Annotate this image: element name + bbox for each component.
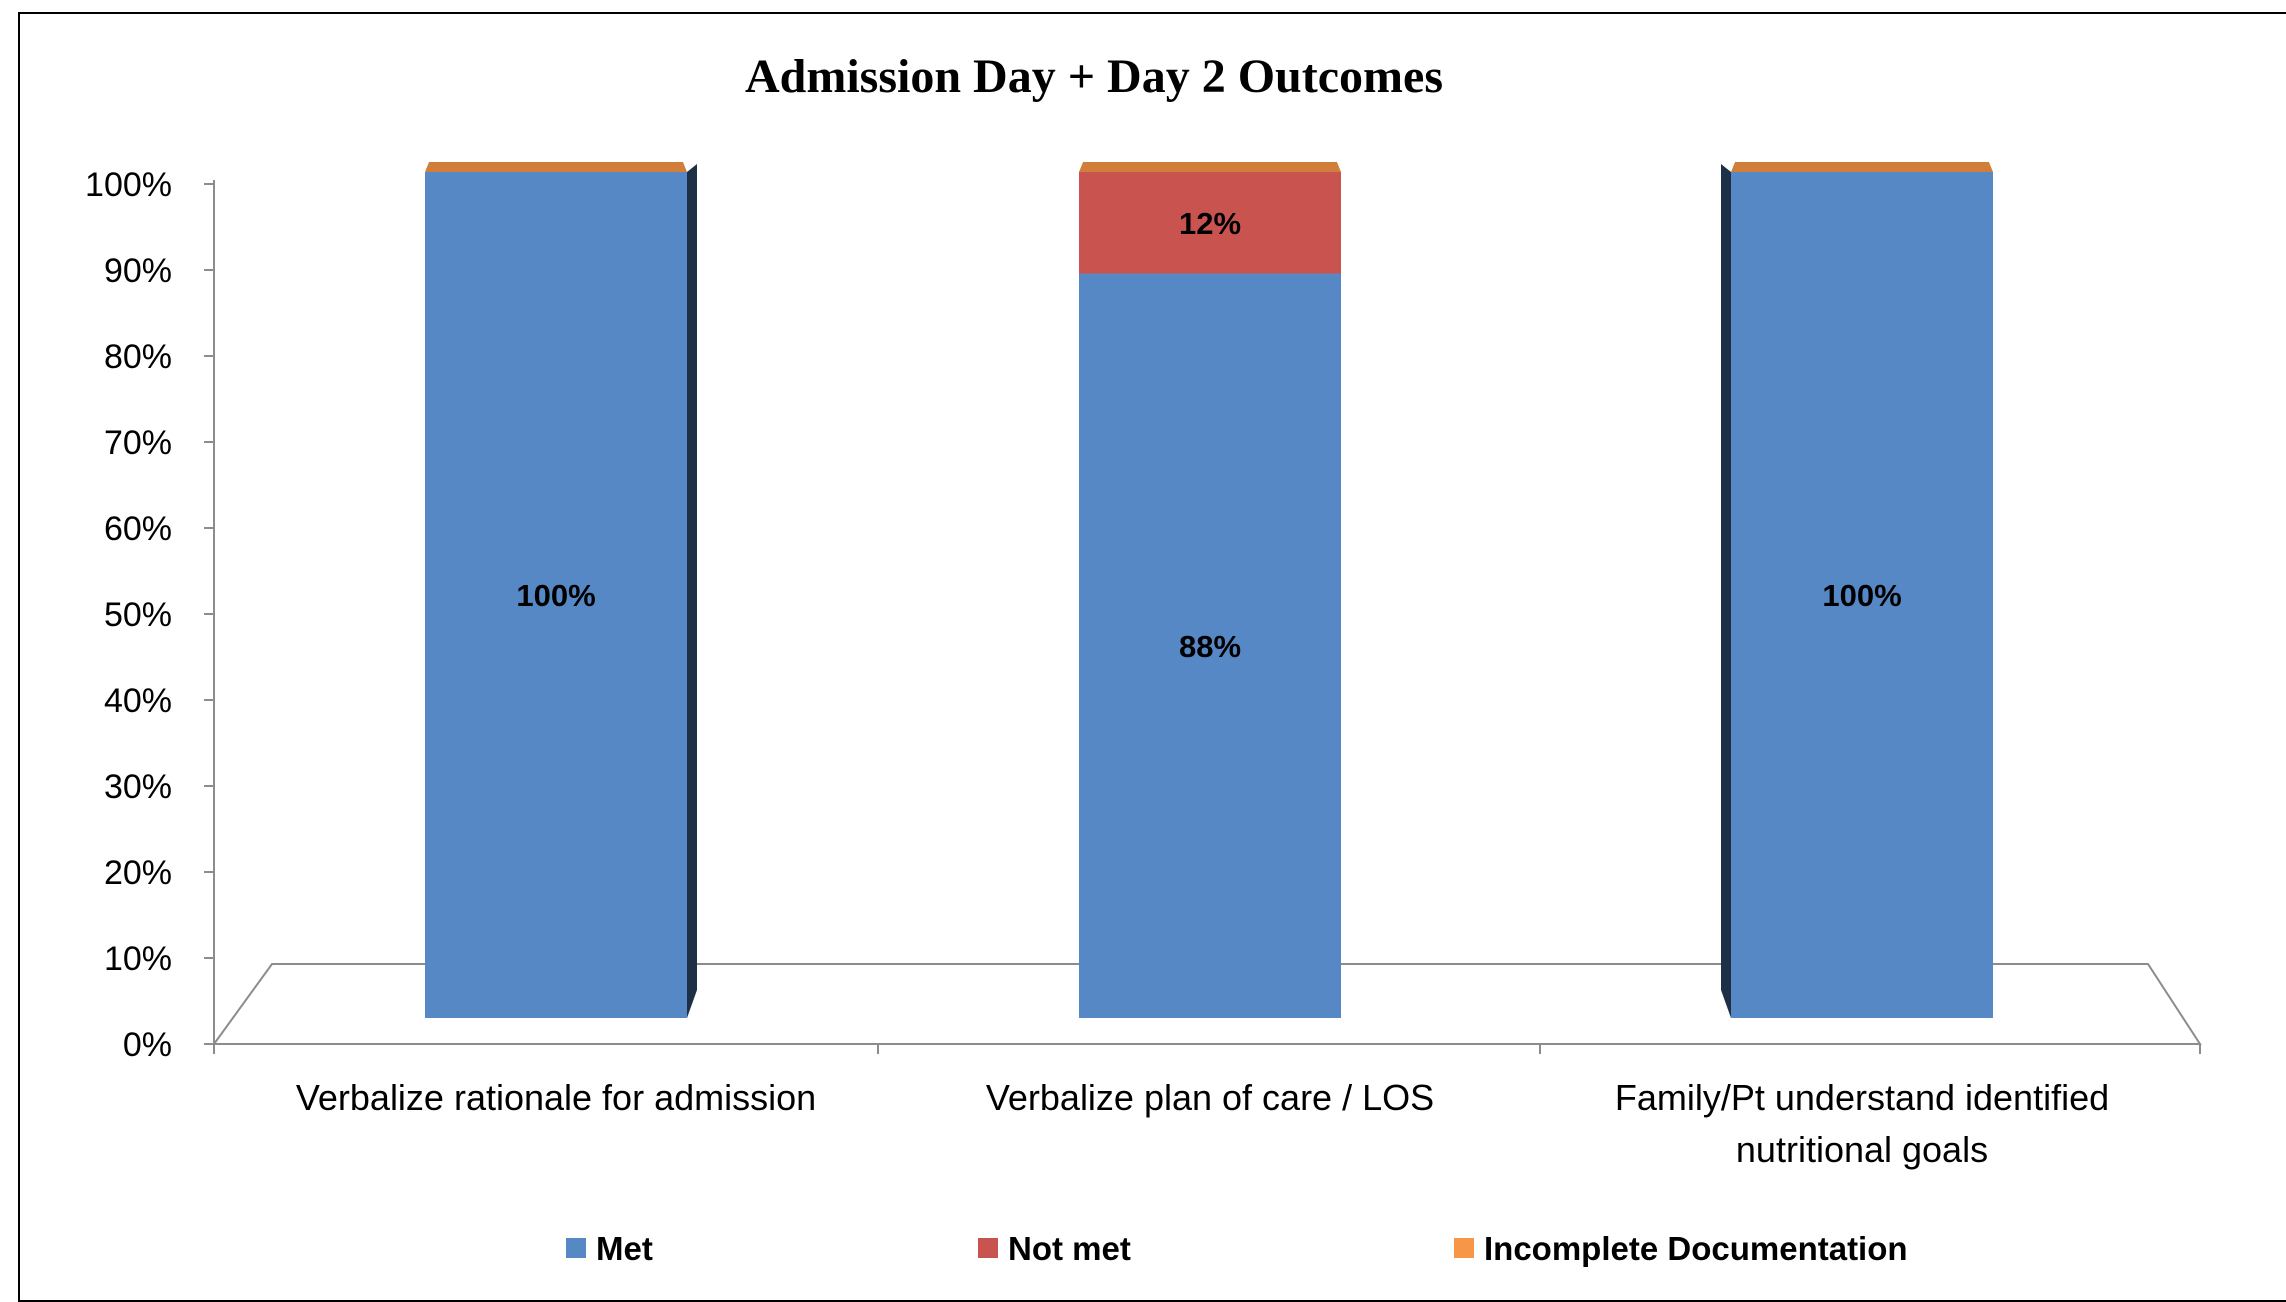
y-tick-label: 30%: [104, 768, 172, 806]
y-axis: 0% 10% 20% 30% 40% 50% 60% 70% 80% 90% 100%: [85, 166, 215, 1064]
bar-top-cap: [425, 162, 687, 172]
legend-label: Not met: [1008, 1230, 1131, 1267]
bar-top-cap: [1079, 162, 1341, 172]
y-tick-label: 90%: [104, 252, 172, 290]
y-tick-label: 70%: [104, 424, 172, 462]
bar-segment: [425, 172, 687, 1018]
legend: Met Not met Incomplete Documentation: [566, 1230, 1908, 1267]
x-axis-labels: Verbalize rationale for admission Verbali…: [296, 1077, 2109, 1170]
bar-group: 88% 12%: [1079, 162, 1341, 1018]
bar-side-face: [1721, 164, 1731, 1018]
data-label: 100%: [1822, 578, 1901, 613]
bar-side-face: [687, 164, 697, 1018]
legend-swatch: [566, 1238, 586, 1258]
bar-group: 100%: [1721, 162, 1993, 1018]
y-tick-label: 40%: [104, 682, 172, 720]
bar-top-cap: [1731, 162, 1993, 172]
bar-segment: [1731, 172, 1993, 1018]
bar-segment: [1079, 273, 1341, 1018]
category-label: Verbalize rationale for admission: [296, 1077, 816, 1118]
y-tick-label: 100%: [85, 166, 172, 204]
y-tick-label: 10%: [104, 940, 172, 978]
legend-label: Incomplete Documentation: [1484, 1230, 1908, 1267]
legend-swatch: [978, 1238, 998, 1258]
bars: 100% 88% 12% 100%: [425, 162, 1993, 1018]
legend-label: Met: [596, 1230, 653, 1267]
y-tick-label: 50%: [104, 596, 172, 634]
category-label: Family/Pt understand identified: [1615, 1077, 2109, 1118]
bar-segment: [1079, 172, 1341, 274]
data-label: 100%: [516, 578, 595, 613]
chart-floor: [212, 963, 2202, 1054]
chart-title: Admission Day + Day 2 Outcomes: [745, 50, 1443, 103]
y-tick-label: 60%: [104, 510, 172, 548]
legend-swatch: [1454, 1238, 1474, 1258]
bar-group: 100%: [425, 162, 697, 1018]
y-tick-label: 20%: [104, 854, 172, 892]
y-tick-label: 0%: [123, 1026, 172, 1064]
category-label: Verbalize plan of care / LOS: [986, 1077, 1434, 1118]
category-label: nutritional goals: [1736, 1129, 1988, 1170]
y-tick-label: 80%: [104, 338, 172, 376]
data-label: 88%: [1179, 629, 1241, 664]
data-label: 12%: [1179, 206, 1241, 241]
